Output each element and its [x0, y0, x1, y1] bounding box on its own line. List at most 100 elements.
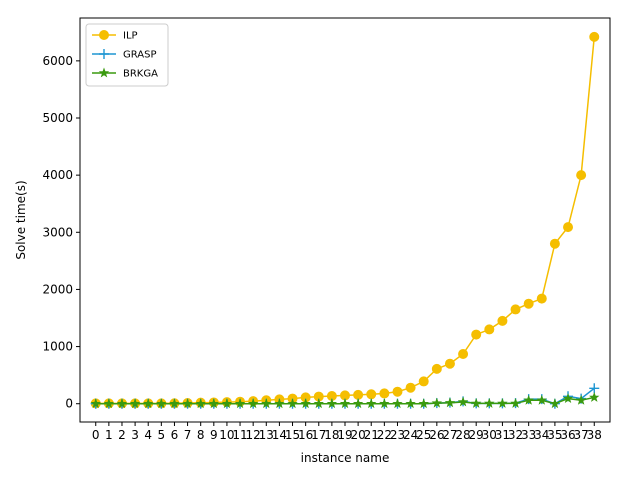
data-point-brkga: [90, 398, 101, 409]
data-point-brkga: [300, 398, 311, 409]
data-point-brkga: [457, 396, 469, 407]
x-axis-label: instance name: [301, 451, 390, 465]
legend-item-grasp: GRASP: [92, 49, 157, 61]
x-axis: 0 1 2 3 4 5 6 7 8 9 101112131415161718192021222324…: [92, 422, 602, 442]
x-tick-label: 8: [197, 428, 205, 442]
x-tick-label: 26: [429, 428, 444, 442]
x-tick-label: 3: [131, 428, 139, 442]
x-tick-label: 24: [403, 428, 418, 442]
series-line-ilp: [95, 36, 596, 405]
y-axis: 0 1000 2000 3000 4000 5000 6000: [42, 54, 80, 411]
x-tick-label: 10: [219, 428, 234, 442]
data-point-brkga: [575, 394, 587, 405]
data-point-brkga: [143, 398, 154, 409]
x-tick-label: 6: [171, 428, 179, 442]
data-point-brkga: [497, 397, 508, 408]
x-tick-label: 20: [350, 428, 365, 442]
x-tick-label: 34: [534, 428, 549, 442]
data-point-ilp: [536, 293, 547, 304]
y-tick-label: 3000: [42, 225, 73, 239]
x-tick-label: 12: [246, 428, 261, 442]
data-point-ilp: [510, 304, 521, 315]
data-point-brkga: [195, 398, 206, 409]
data-point-brkga: [562, 393, 574, 403]
y-tick-label: 2000: [42, 282, 73, 296]
legend-marker-grasp: [99, 49, 109, 59]
y-tick-label: 1000: [42, 340, 73, 354]
data-point-brkga: [418, 398, 429, 409]
legend-marker-ilp: [99, 30, 109, 40]
x-tick-label: 11: [232, 428, 247, 442]
data-point-ilp: [523, 298, 534, 309]
data-point-brkga: [536, 394, 547, 405]
data-point-brkga: [221, 398, 233, 409]
x-tick-label: 27: [442, 428, 457, 442]
data-point-brkga: [169, 398, 180, 409]
data-point-brkga: [339, 398, 351, 409]
data-point-brkga: [392, 398, 403, 409]
x-tick-label: 33: [521, 428, 536, 442]
data-point-ilp: [497, 315, 508, 326]
x-tick-label: 1: [105, 428, 113, 442]
data-point-brkga: [366, 398, 377, 409]
data-point-ilp: [484, 324, 495, 335]
y-axis-label: Solve time(s): [14, 180, 28, 259]
y-tick-label: 4000: [42, 168, 73, 182]
data-point-brkga: [510, 397, 521, 408]
x-tick-label: 17: [311, 428, 326, 442]
data-point-ilp: [444, 358, 455, 369]
data-point-brkga: [261, 398, 272, 409]
x-tick-label: 31: [495, 428, 510, 442]
x-tick-label: 4: [144, 428, 152, 442]
data-point-ilp: [471, 329, 482, 340]
legend-box: [85, 23, 169, 87]
data-point-brkga: [103, 398, 115, 409]
y-tick-label: 0: [65, 397, 73, 411]
data-point-brkga: [326, 398, 338, 409]
data-point-ilp: [458, 349, 469, 359]
data-point-ilp: [549, 238, 560, 249]
data-point-brkga: [379, 398, 390, 409]
x-tick-label: 35: [547, 428, 562, 442]
series-brkga: [90, 391, 600, 409]
x-tick-label: 18: [324, 428, 339, 442]
x-tick-label: 29: [469, 428, 484, 442]
data-point-ilp: [418, 376, 429, 387]
legend-item-brkga: BRKGA: [92, 67, 158, 80]
data-point-brkga: [523, 394, 534, 405]
x-tick-label: 38: [587, 428, 602, 442]
data-point-ilp: [405, 382, 416, 393]
series-ilp: [90, 31, 600, 409]
data-point-grasp: [589, 383, 600, 394]
data-point-brkga: [589, 391, 600, 402]
data-point-brkga: [405, 398, 416, 409]
data-point-brkga: [116, 398, 128, 409]
data-point-ilp: [563, 222, 574, 233]
data-point-brkga: [470, 397, 482, 408]
x-tick-label: 28: [455, 428, 470, 442]
data-point-brkga: [182, 398, 193, 409]
x-tick-label: 5: [158, 428, 166, 442]
data-point-brkga: [431, 397, 443, 408]
x-tick-label: 23: [390, 428, 405, 442]
x-tick-label: 13: [259, 428, 274, 442]
data-point-brkga: [484, 397, 495, 408]
x-tick-label: 22: [377, 428, 392, 442]
x-tick-label: 37: [573, 428, 588, 442]
legend-label-brkga: BRKGA: [123, 69, 158, 80]
x-tick-label: 19: [337, 428, 352, 442]
data-point-ilp: [366, 389, 377, 400]
data-point-brkga: [549, 398, 561, 409]
y-tick-label: 6000: [42, 54, 73, 68]
data-point-brkga: [274, 398, 285, 409]
y-tick-label: 5000: [42, 111, 73, 125]
chart-marks: [90, 31, 600, 409]
data-point-ilp: [589, 31, 600, 42]
data-point-ilp: [431, 363, 442, 374]
x-tick-label: 21: [364, 428, 379, 442]
x-tick-label: 32: [508, 428, 523, 442]
x-tick-label: 25: [416, 428, 431, 442]
x-tick-label: 0: [92, 428, 100, 442]
data-point-brkga: [313, 398, 324, 409]
